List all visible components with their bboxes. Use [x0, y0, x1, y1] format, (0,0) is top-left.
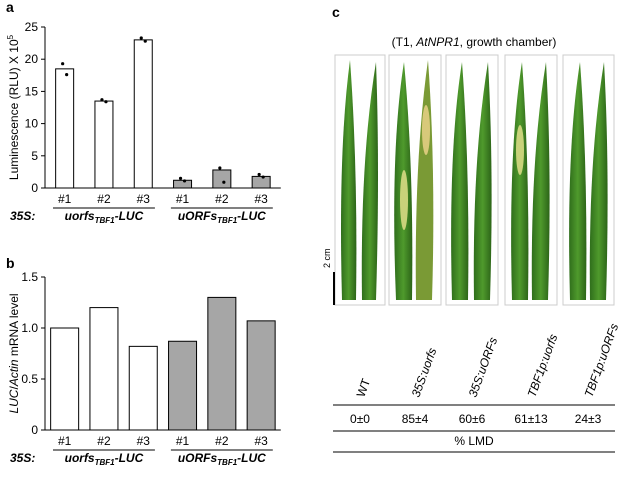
panel-label: b — [6, 255, 15, 271]
table-footer: % LMD — [454, 434, 494, 448]
bar — [128, 345, 158, 431]
y-tick-label: 1.5 — [21, 270, 38, 284]
x-tick-label: #1 — [58, 192, 72, 206]
group-label-part: uorfs — [65, 209, 95, 223]
bar — [246, 320, 276, 431]
y-tick-label: 0.5 — [21, 372, 38, 386]
lmd-value: 0±0 — [350, 412, 370, 426]
replicate-dot — [218, 166, 222, 170]
y-tick-label: 5 — [31, 149, 38, 163]
replicate-dot — [100, 98, 104, 102]
group-label-sub: TBF1 — [95, 216, 116, 225]
replicate-dot — [222, 180, 226, 184]
group-label-sub: TBF1 — [217, 216, 238, 225]
genotype-label: TBF1p:uORFs — [582, 322, 622, 399]
y-tick-label: 1.0 — [21, 321, 38, 335]
lmd-value: 61±13 — [514, 412, 548, 426]
x-tick-label: #3 — [254, 192, 268, 206]
genotype-label: 35S:uORFs — [466, 335, 501, 399]
genotype-label: 35S:uorfs — [409, 346, 440, 399]
replicate-dot — [61, 62, 65, 66]
replicate-dot — [139, 36, 143, 40]
bar — [212, 169, 232, 189]
bar — [207, 296, 237, 431]
y-axis-label-part: mRNA level — [7, 293, 21, 359]
replicate-dot — [104, 100, 108, 104]
group-label-part: -LUC — [115, 451, 144, 465]
group-label: uORFsTBF1-LUC — [178, 451, 266, 467]
y-tick-label: 25 — [25, 20, 39, 34]
x-tick-label: #3 — [137, 192, 151, 206]
x-tick-label: #3 — [137, 434, 151, 448]
bar — [133, 39, 153, 189]
y-tick-label: 0 — [31, 181, 38, 195]
replicate-dot — [178, 176, 183, 180]
y-tick-label: 15 — [25, 84, 39, 98]
y-tick-label: 10 — [25, 117, 39, 131]
x-tick-label: #2 — [97, 434, 111, 448]
x-tick-label: #2 — [97, 192, 111, 206]
bar — [89, 307, 119, 431]
genotype-label: TBF1p:uorfs — [525, 332, 561, 399]
y-tick-label: 0 — [31, 423, 38, 437]
group-label-part: -LUC — [237, 209, 266, 223]
y-axis-label-part: / — [7, 386, 21, 390]
group-label: uORFsTBF1-LUC — [178, 209, 266, 225]
x-tick-label: #1 — [58, 434, 72, 448]
x-tick-label: #3 — [254, 434, 268, 448]
table-lines — [333, 404, 615, 453]
replicate-dot — [182, 179, 187, 183]
lmd-value: 60±6 — [459, 412, 486, 426]
x-tick-label: #2 — [215, 192, 229, 206]
x-tick-label: #1 — [176, 434, 190, 448]
bar — [94, 100, 114, 189]
replicate-dot — [143, 39, 147, 43]
group-prefix: 35S: — [10, 209, 35, 223]
group-label-part: uORFs — [178, 209, 218, 223]
group-label-part: -LUC — [237, 451, 266, 465]
bar — [55, 68, 75, 189]
y-axis-label-part: LUC — [7, 389, 21, 413]
replicate-dot — [65, 73, 69, 77]
group-prefix: 35S: — [10, 451, 35, 465]
genotype-label: WT — [354, 376, 374, 399]
group-label-sub: TBF1 — [217, 458, 238, 467]
group-label-part: uORFs — [178, 451, 218, 465]
bar — [173, 179, 193, 189]
bar — [251, 175, 271, 189]
y-axis-label: Luminescence (RLU) X 105 — [6, 34, 21, 180]
y-axis-label-part: Luminescence (RLU) X 10 — [7, 39, 21, 180]
replicate-dot — [257, 172, 261, 177]
group-label-part: uorfs — [65, 451, 95, 465]
x-tick-label: #2 — [215, 434, 229, 448]
group-label-sub: TBF1 — [95, 458, 116, 467]
group-label: uorfsTBF1-LUC — [65, 451, 144, 467]
bar — [168, 340, 198, 431]
group-label: uorfsTBF1-LUC — [65, 209, 144, 225]
y-axis-label-part: 5 — [6, 34, 15, 39]
y-axis-label-part: Actin — [7, 359, 21, 387]
scale-label: 2 cm — [322, 248, 332, 268]
lmd-value: 24±3 — [575, 412, 602, 426]
y-tick-label: 20 — [25, 52, 39, 66]
group-label-part: -LUC — [115, 209, 144, 223]
leaf-photos — [333, 54, 615, 306]
panel-label: c — [332, 4, 340, 20]
replicate-dot — [261, 175, 265, 179]
x-tick-label: #1 — [176, 192, 190, 206]
bar — [50, 327, 80, 431]
panel-label: a — [6, 0, 14, 15]
panel-title: (T1, AtNPR1, growth chamber) — [392, 35, 557, 49]
lmd-value: 85±4 — [402, 412, 429, 426]
y-axis-label: LUC/Actin mRNA level — [7, 293, 21, 413]
